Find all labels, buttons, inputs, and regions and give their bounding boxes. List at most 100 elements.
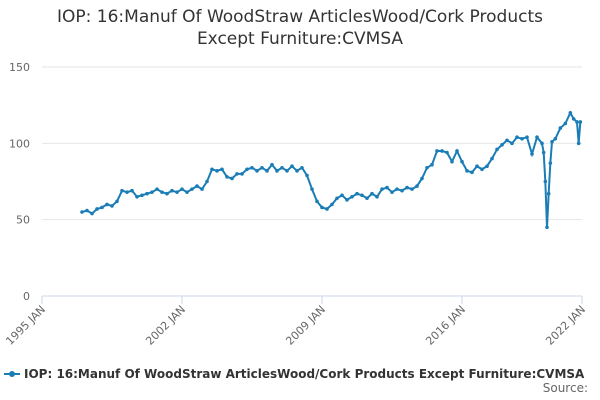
- data-point: [170, 188, 174, 193]
- y-tick-label: 100: [9, 137, 30, 150]
- data-point: [460, 159, 464, 164]
- data-point: [280, 165, 284, 170]
- data-point: [245, 167, 249, 172]
- x-tick-label: 2002 JAN: [143, 303, 188, 348]
- data-point: [140, 193, 144, 198]
- data-point: [445, 150, 449, 155]
- data-point: [520, 136, 524, 141]
- data-point: [265, 169, 269, 173]
- data-point: [125, 190, 129, 194]
- data-point: [415, 184, 419, 188]
- data-point: [115, 199, 119, 204]
- data-point: [360, 193, 364, 198]
- data-point: [495, 147, 499, 152]
- data-point: [155, 187, 159, 191]
- data-point: [375, 194, 379, 199]
- data-point: [543, 179, 548, 184]
- x-tick-label: 2022 JAN: [543, 303, 588, 348]
- data-point: [440, 149, 444, 153]
- data-point: [510, 141, 514, 146]
- data-point: [465, 169, 469, 173]
- data-point: [380, 187, 384, 191]
- legend-label: IOP: 16:Manuf Of WoodStraw ArticlesWood/…: [24, 367, 585, 381]
- data-point: [215, 169, 219, 173]
- data-point: [120, 188, 124, 193]
- data-point: [190, 187, 194, 191]
- data-point: [260, 165, 264, 170]
- data-point: [285, 169, 289, 173]
- data-point: [150, 190, 154, 194]
- data-point: [530, 152, 534, 156]
- data-point: [135, 194, 139, 199]
- chart-title: IOP: 16:Manuf Of WoodStraw ArticlesWood/…: [57, 7, 543, 49]
- data-point: [455, 149, 459, 153]
- data-point: [345, 198, 349, 202]
- data-point: [325, 207, 329, 211]
- data-point: [290, 164, 294, 169]
- data-point: [305, 173, 309, 178]
- data-point: [145, 191, 149, 196]
- data-point: [546, 191, 551, 196]
- data-point: [571, 117, 576, 121]
- y-tick-label: 50: [16, 214, 30, 227]
- data-point: [480, 167, 484, 172]
- data-point: [350, 194, 354, 199]
- data-point: [110, 204, 114, 208]
- data-point: [185, 190, 189, 194]
- data-point: [200, 187, 204, 191]
- x-tick-label: 1995 JAN: [3, 303, 48, 348]
- data-point: [450, 159, 454, 164]
- legend-marker: [9, 371, 15, 377]
- data-point: [430, 162, 434, 167]
- data-point: [475, 164, 479, 169]
- x-tick-label: 2009 JAN: [283, 303, 328, 348]
- data-point: [320, 205, 324, 210]
- data-point: [553, 136, 558, 141]
- data-point: [568, 111, 573, 115]
- data-point: [365, 196, 369, 201]
- source: Source:: [543, 381, 588, 395]
- data-point: [180, 187, 184, 191]
- data-point: [340, 193, 344, 198]
- data-point: [400, 188, 404, 193]
- data-point: [576, 141, 581, 146]
- data-point: [370, 191, 374, 196]
- data-point: [410, 187, 414, 191]
- data-point: [105, 202, 109, 207]
- y-tick-label: 150: [9, 61, 30, 74]
- data-point: [270, 162, 274, 167]
- data-point: [490, 156, 494, 161]
- data-point: [435, 149, 439, 153]
- data-point: [541, 150, 546, 155]
- data-point: [175, 190, 179, 194]
- data-point: [310, 187, 314, 191]
- data-point: [563, 121, 568, 126]
- data-point: [80, 210, 84, 214]
- data-point: [165, 191, 169, 196]
- data-point: [470, 170, 474, 175]
- data-point: [545, 225, 549, 230]
- data-point: [300, 165, 304, 170]
- data-point: [390, 190, 394, 194]
- data-point: [85, 208, 89, 213]
- data-point: [130, 188, 134, 193]
- data-point: [420, 176, 424, 181]
- data-point: [525, 135, 529, 140]
- data-point: [95, 207, 99, 211]
- data-point: [205, 179, 209, 184]
- data-point: [540, 141, 544, 146]
- data-point: [485, 164, 489, 169]
- data-point: [220, 167, 224, 172]
- data-point: [550, 140, 554, 144]
- data-point: [100, 205, 104, 210]
- data-point: [385, 185, 389, 190]
- data-point: [330, 202, 334, 207]
- data-point: [405, 185, 409, 190]
- data-point: [295, 169, 299, 173]
- data-point: [195, 184, 199, 188]
- data-point: [535, 135, 539, 140]
- data-point: [230, 176, 234, 181]
- data-point: [225, 175, 229, 179]
